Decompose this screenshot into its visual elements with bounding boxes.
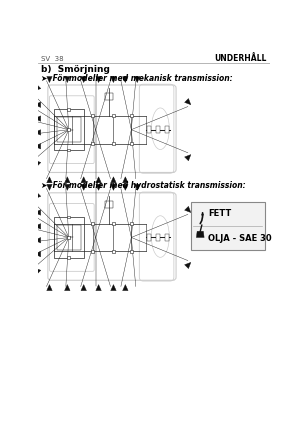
Bar — [91, 250, 94, 253]
Text: cc: cc — [70, 128, 74, 132]
Bar — [147, 234, 152, 241]
Polygon shape — [81, 177, 86, 183]
Polygon shape — [34, 251, 40, 257]
Polygon shape — [34, 144, 40, 149]
Bar — [130, 115, 133, 117]
Bar — [68, 216, 70, 219]
Polygon shape — [111, 285, 116, 291]
Bar — [54, 217, 84, 258]
Polygon shape — [47, 184, 52, 190]
Polygon shape — [123, 184, 128, 190]
Polygon shape — [64, 77, 70, 83]
Polygon shape — [34, 102, 40, 107]
Polygon shape — [47, 177, 52, 183]
Polygon shape — [184, 155, 191, 161]
Polygon shape — [64, 184, 70, 190]
Polygon shape — [34, 193, 41, 199]
Polygon shape — [123, 285, 128, 291]
Bar — [68, 236, 70, 239]
Polygon shape — [47, 285, 52, 291]
Bar — [156, 234, 160, 241]
Polygon shape — [34, 224, 40, 229]
Text: FETT: FETT — [208, 209, 231, 218]
Text: cc: cc — [70, 236, 74, 239]
Polygon shape — [96, 177, 101, 183]
Polygon shape — [81, 285, 86, 291]
Polygon shape — [96, 184, 101, 190]
Bar — [147, 126, 152, 133]
Bar — [68, 256, 70, 259]
Bar — [130, 142, 133, 145]
Polygon shape — [134, 184, 140, 190]
Polygon shape — [111, 177, 116, 183]
Polygon shape — [34, 130, 40, 135]
Polygon shape — [34, 238, 40, 243]
Polygon shape — [123, 177, 128, 183]
Text: ➤  För modeller med hydrostatisk transmission:: ➤ För modeller med hydrostatisk transmis… — [40, 181, 245, 190]
Polygon shape — [34, 116, 40, 121]
Bar — [130, 222, 133, 225]
Text: OLJA - SAE 30: OLJA - SAE 30 — [208, 234, 272, 243]
Bar — [104, 93, 113, 100]
Polygon shape — [184, 262, 191, 268]
Bar — [57, 118, 81, 142]
Bar — [112, 142, 115, 145]
Text: SV  38: SV 38 — [40, 56, 63, 62]
Polygon shape — [34, 160, 41, 166]
Bar — [112, 115, 115, 117]
Text: b)  Smörjning: b) Smörjning — [40, 65, 110, 74]
Text: UNDERHÅLL: UNDERHÅLL — [214, 55, 267, 63]
Bar — [54, 109, 84, 150]
Bar — [112, 222, 115, 225]
Bar — [57, 225, 81, 250]
FancyBboxPatch shape — [191, 202, 265, 250]
Bar — [165, 126, 169, 133]
Polygon shape — [34, 210, 40, 215]
Bar — [68, 108, 70, 111]
Bar — [91, 222, 94, 225]
Polygon shape — [111, 184, 116, 190]
Polygon shape — [134, 77, 140, 83]
Polygon shape — [64, 177, 70, 183]
Polygon shape — [81, 77, 86, 83]
Bar — [91, 115, 94, 117]
Polygon shape — [123, 77, 128, 83]
Polygon shape — [184, 98, 191, 105]
Bar — [91, 142, 94, 145]
Polygon shape — [184, 206, 191, 213]
Polygon shape — [96, 77, 101, 83]
Bar — [165, 234, 169, 241]
Polygon shape — [96, 285, 101, 291]
Polygon shape — [64, 285, 70, 291]
Bar — [156, 126, 160, 133]
Polygon shape — [34, 268, 41, 274]
Polygon shape — [111, 77, 116, 83]
Polygon shape — [196, 231, 204, 237]
Bar — [68, 149, 70, 151]
Polygon shape — [201, 213, 204, 215]
Polygon shape — [47, 77, 52, 83]
Polygon shape — [34, 85, 41, 91]
Bar — [68, 128, 70, 131]
Bar — [112, 250, 115, 253]
Bar — [104, 201, 113, 208]
Polygon shape — [81, 184, 86, 190]
Bar — [130, 250, 133, 253]
Text: ➤  För modeller med mekanisk transmission:: ➤ För modeller med mekanisk transmission… — [40, 75, 232, 83]
